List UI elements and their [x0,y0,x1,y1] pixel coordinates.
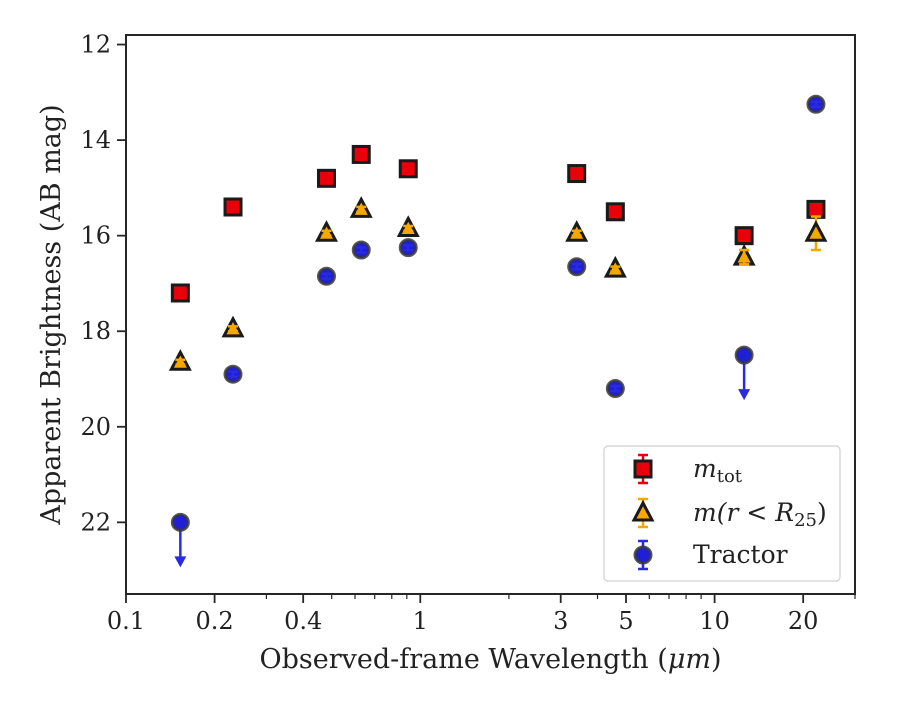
legend-label-mr25: m(r < R25) [693,498,827,531]
x-tick-label: 5 [618,607,633,635]
x-tick-label: 0.2 [196,607,234,635]
y-axis-label: Apparent Brightness (AB mag) [36,104,67,525]
y-tick-label: 12 [80,31,111,59]
plot-layer [168,94,828,568]
legend-label-mtot: mtot [693,454,743,487]
upper-limit-arrowhead [738,389,751,401]
legend-symbol-mr25 [631,499,655,522]
legend-box [603,445,841,582]
x-tick-label: 10 [699,607,730,635]
x-tick-label: 0.1 [107,607,145,635]
y-tick-label: 22 [80,508,111,536]
legend-label-tractor: Tractor [693,540,788,569]
x-axis-label: Observed-frame Wavelength (μm) [259,644,721,675]
ticks-layer: 0.1 0.2 0.4 1 3 5 10 20 12 14 16 18 20 22 [80,31,856,635]
data-point-tractor [170,512,190,532]
y-tick-label: 14 [80,126,111,154]
x-tick-label: 1 [413,607,428,635]
x-tick-label: 20 [788,607,819,635]
legend: mtot m(r < R25) Tractor [603,445,841,582]
legend-marker-mr25 [631,497,655,529]
legend-symbol-tractor [633,545,653,565]
data-point-mr25 [804,220,828,242]
upper-limit-arrowhead [174,556,187,568]
x-tick-label: 3 [553,607,568,635]
y-tick-label: 20 [80,413,111,441]
legend-marker-tractor [633,539,653,571]
plot-frame [125,34,856,595]
series-mtot [170,144,826,303]
x-tick-label: 0.4 [284,607,322,635]
legend-symbol-mtot [633,459,653,479]
series-mr25 [168,196,828,371]
series-tractor [170,94,826,568]
legend-marker-mtot [633,453,653,485]
y-tick-label: 18 [80,317,111,345]
y-tick-label: 16 [80,222,111,250]
data-point-tractor [734,345,754,365]
